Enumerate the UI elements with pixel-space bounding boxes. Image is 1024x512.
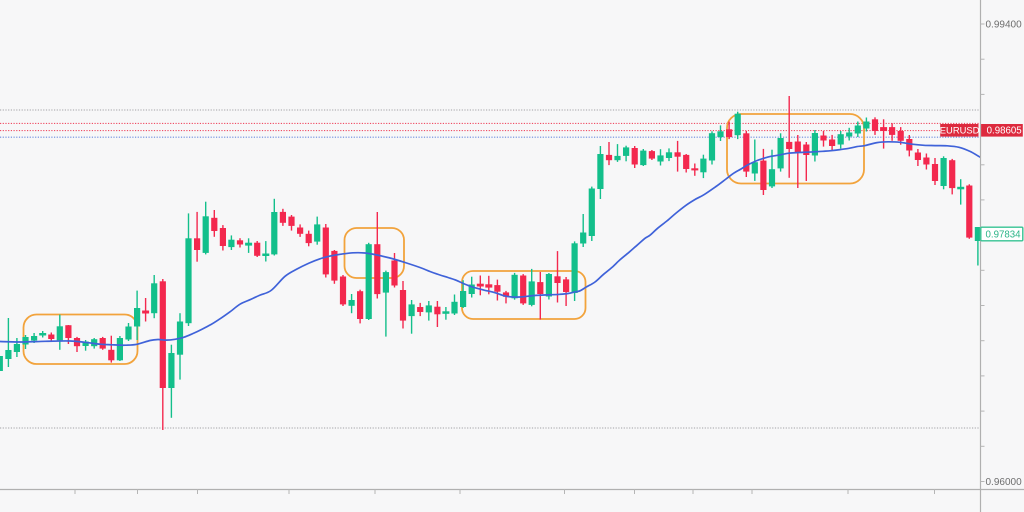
svg-text:EURUSD: EURUSD: [940, 124, 980, 135]
svg-text:0.99400: 0.99400: [986, 20, 1023, 31]
svg-text:0.97834: 0.97834: [985, 230, 1021, 241]
svg-text:0.98605: 0.98605: [987, 125, 1022, 136]
svg-text:0.96000: 0.96000: [986, 477, 1023, 488]
